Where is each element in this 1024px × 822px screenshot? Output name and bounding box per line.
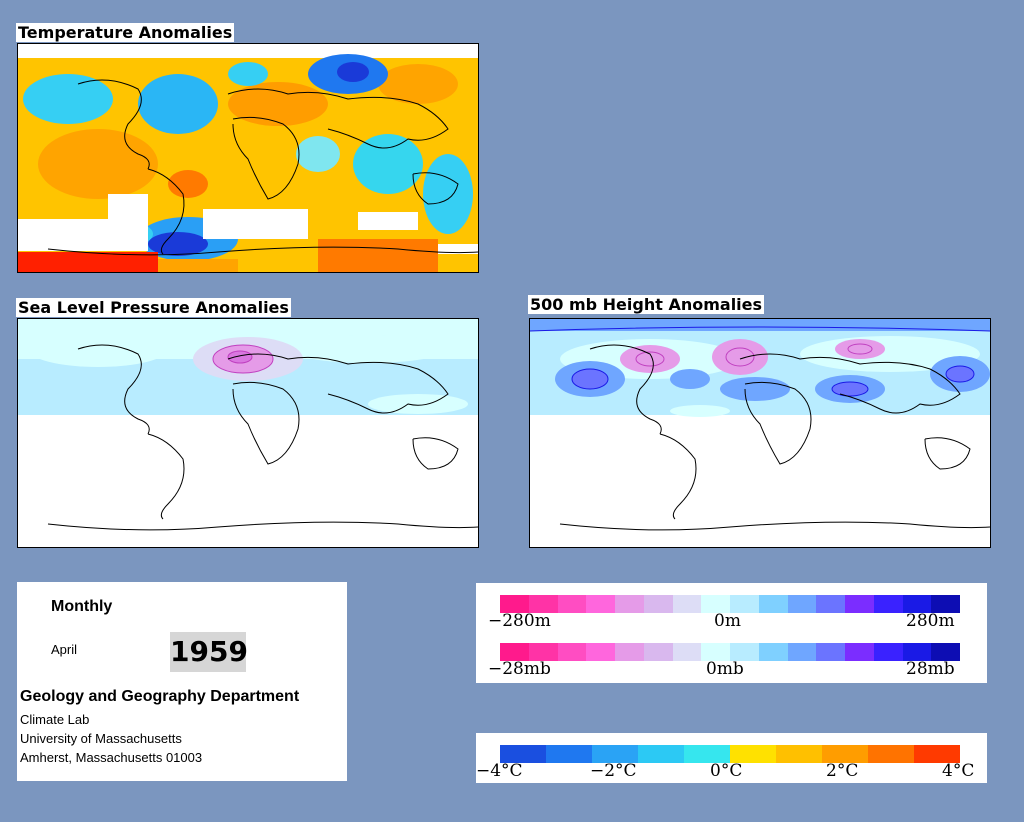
- height-scale-swatch: [500, 595, 529, 613]
- pressure-scale-swatch: [787, 643, 817, 661]
- info-panel: Monthly April 1959 Geology and Geography…: [17, 582, 347, 781]
- pressure-scale-swatch: [873, 643, 903, 661]
- temperature-color-scale: −4°C −2°C 0°C 2°C 4°C: [476, 733, 987, 783]
- pressure-anomaly-map: [17, 318, 479, 548]
- pressure-scale-swatch: [701, 643, 730, 661]
- pressure-color-bar: [500, 643, 960, 661]
- pressure-scale-swatch: [931, 643, 960, 661]
- height-scale-swatch: [758, 595, 788, 613]
- height-min-label: −280m: [488, 611, 551, 631]
- temperature-map-title: Temperature Anomalies: [16, 23, 235, 42]
- height-scale-swatch: [845, 595, 874, 613]
- temperature-scale-swatch: [684, 745, 730, 763]
- temperature-scale-swatch: [868, 745, 914, 763]
- temperature-label-5: 4°C: [942, 761, 975, 781]
- pressure-scale-swatch: [586, 643, 615, 661]
- university-label: University of Massachusetts: [20, 731, 182, 746]
- height-scale-swatch: [787, 595, 817, 613]
- pressure-scale-swatch: [500, 643, 529, 661]
- pressure-scale-swatch: [730, 643, 759, 661]
- pressure-max-label: 28mb: [906, 659, 955, 679]
- temperature-scale-swatch: [822, 745, 868, 763]
- height-scale-swatch: [643, 595, 673, 613]
- year-display: 1959: [170, 632, 248, 672]
- temperature-label-1: −4°C: [476, 761, 523, 781]
- height-scale-swatch: [816, 595, 845, 613]
- height-scale-swatch: [701, 595, 730, 613]
- height-scale-swatch: [931, 595, 960, 613]
- pressure-scale-swatch: [758, 643, 788, 661]
- temperature-scale-swatch: [776, 745, 822, 763]
- pressure-min-label: −28mb: [488, 659, 551, 679]
- height-scale-swatch: [672, 595, 702, 613]
- temperature-label-4: 2°C: [826, 761, 859, 781]
- pressure-scale-swatch: [672, 643, 702, 661]
- height-scale-swatch: [902, 595, 932, 613]
- pressure-scale-swatch: [845, 643, 874, 661]
- temperature-scale-swatch: [500, 745, 546, 763]
- pressure-scale-swatch: [816, 643, 845, 661]
- temperature-label-2: −2°C: [590, 761, 637, 781]
- pressure-scale-swatch: [528, 643, 558, 661]
- height-color-bar: [500, 595, 960, 613]
- height-scale-swatch: [528, 595, 558, 613]
- height-scale-swatch: [557, 595, 587, 613]
- temperature-label-3: 0°C: [710, 761, 743, 781]
- pressure-map-title: Sea Level Pressure Anomalies: [16, 298, 291, 317]
- temperature-anomaly-map: [17, 43, 479, 273]
- pressure-mid-label: 0mb: [706, 659, 744, 679]
- height-max-label: 280m: [906, 611, 955, 631]
- height-mid-label: 0m: [714, 611, 741, 631]
- height-anomaly-map: [529, 318, 991, 548]
- height-scale-swatch: [615, 595, 644, 613]
- pressure-scale-swatch: [643, 643, 673, 661]
- height-scale-swatch: [586, 595, 615, 613]
- temperature-color-bar: [500, 745, 960, 763]
- temperature-scale-swatch: [730, 745, 776, 763]
- temperature-scale-swatch: [638, 745, 684, 763]
- address-label: Amherst, Massachusetts 01003: [20, 750, 203, 765]
- pressure-scale-swatch: [902, 643, 932, 661]
- department-label: Geology and Geography Department: [20, 688, 300, 705]
- period-label: Monthly: [51, 598, 113, 615]
- pressure-scale-swatch: [615, 643, 644, 661]
- month-label: April: [51, 642, 78, 657]
- temperature-scale-swatch: [592, 745, 638, 763]
- lab-label: Climate Lab: [20, 712, 90, 727]
- height-scale-swatch: [730, 595, 759, 613]
- temperature-scale-swatch: [546, 745, 592, 763]
- height-scale-swatch: [873, 595, 903, 613]
- pressure-scale-swatch: [557, 643, 587, 661]
- anomaly-color-scales: −280m 0m 280m −28mb 0mb 28mb: [476, 583, 987, 683]
- height-map-title: 500 mb Height Anomalies: [528, 295, 765, 314]
- temperature-scale-swatch: [914, 745, 960, 763]
